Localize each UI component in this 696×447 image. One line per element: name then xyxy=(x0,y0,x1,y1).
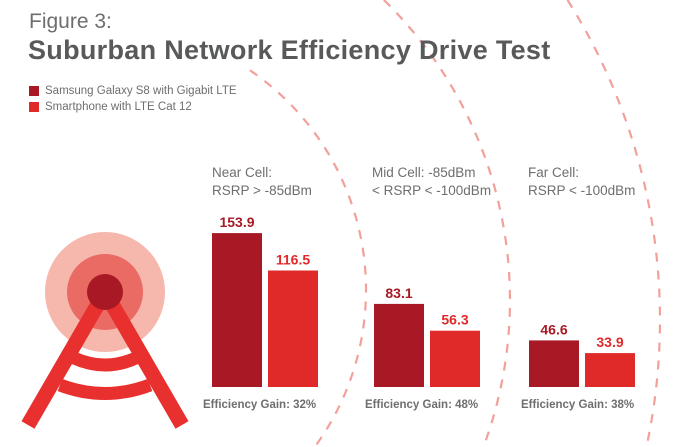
legend: Samsung Galaxy S8 with Gigabit LTE Smart… xyxy=(29,83,237,115)
chart-title: Suburban Network Efficiency Drive Test xyxy=(28,35,551,65)
data-label: 56.3 xyxy=(441,312,468,328)
legend-swatch xyxy=(29,102,39,112)
data-label: 46.6 xyxy=(540,321,567,337)
range-arc-1 xyxy=(249,69,368,447)
tower-top xyxy=(87,274,123,310)
cell-tower-icon xyxy=(21,232,189,429)
group-label-far: Far Cell: RSRP < -100dBm xyxy=(528,164,635,200)
legend-label: Samsung Galaxy S8 with Gigabit LTE xyxy=(45,85,237,97)
data-label: 116.5 xyxy=(276,252,310,268)
tower-crossbar xyxy=(57,378,153,400)
efficiency-gain-far: Efficiency Gain: 38% xyxy=(521,399,635,411)
data-label: 153.9 xyxy=(219,214,254,230)
bar-mid-cell-series2 xyxy=(430,330,480,387)
tower-leg-left xyxy=(21,288,112,429)
tower-leg-right xyxy=(98,288,189,429)
group-label-line: RSRP < -100dBm xyxy=(528,183,636,198)
bar-far-cell-series1 xyxy=(529,340,579,387)
range-arc-2 xyxy=(383,0,512,447)
tower-crossbar xyxy=(71,351,139,372)
efficiency-gain-mid: Efficiency Gain: 48% xyxy=(365,399,479,411)
group-label-line: Mid Cell: -85dBm xyxy=(372,165,476,180)
group-label-near: Near Cell: RSRP > -85dBm xyxy=(212,164,312,200)
bar-far-cell-series2 xyxy=(585,353,635,387)
legend-swatch xyxy=(29,86,39,96)
legend-item-s8: Samsung Galaxy S8 with Gigabit LTE xyxy=(29,83,237,99)
group-label-mid: Mid Cell: -85dBm < RSRP < -100dBm xyxy=(372,164,491,200)
data-label: 33.9 xyxy=(596,334,623,350)
data-label: 83.1 xyxy=(385,285,412,301)
group-label-line: Near Cell: xyxy=(212,165,273,180)
efficiency-gain-near: Efficiency Gain: 32% xyxy=(203,399,317,411)
range-arc-3 xyxy=(566,0,662,447)
legend-label: Smartphone with LTE Cat 12 xyxy=(45,101,192,113)
legend-item-cat12: Smartphone with LTE Cat 12 xyxy=(29,99,237,115)
group-label-line: < RSRP < -100dBm xyxy=(372,183,492,198)
bar-mid-cell-series1 xyxy=(374,303,424,387)
bar-near-cell-series2 xyxy=(268,270,318,387)
group-label-line: Far Cell: xyxy=(528,165,580,180)
bar-near-cell-series1 xyxy=(212,233,262,387)
group-label-line: RSRP > -85dBm xyxy=(212,183,312,198)
figure-label: Figure 3: xyxy=(29,10,112,33)
